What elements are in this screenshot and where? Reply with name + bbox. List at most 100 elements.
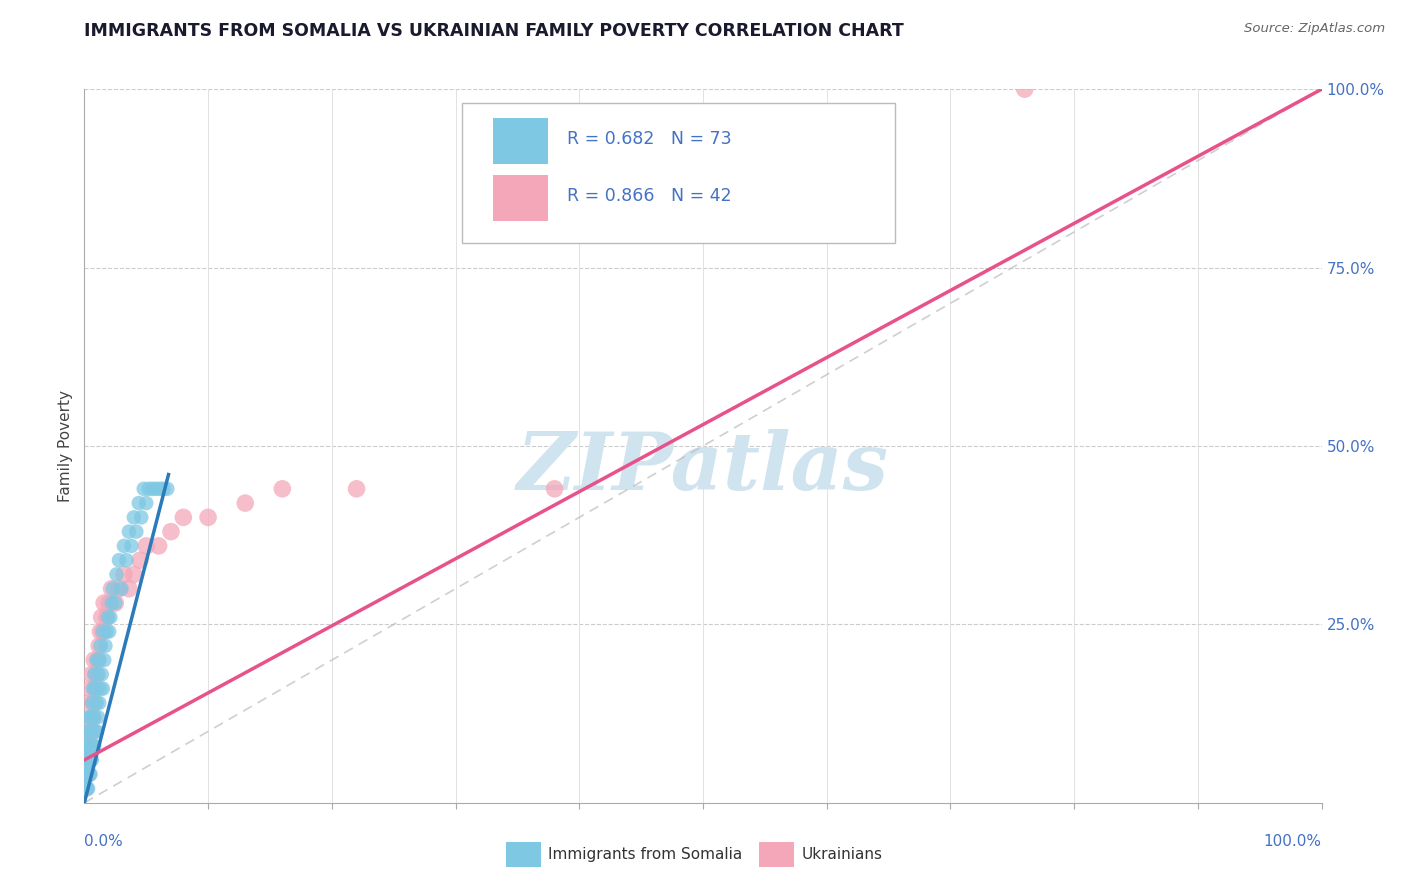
- Point: [76, 767, 98, 781]
- Point: [75, 781, 97, 796]
- Point: [82, 739, 104, 753]
- Point: [86, 667, 108, 681]
- Point: [122, 510, 145, 524]
- Point: [89, 696, 111, 710]
- Text: ZIPatlas: ZIPatlas: [517, 429, 889, 506]
- Point: [97, 610, 120, 624]
- Point: [1014, 82, 1036, 96]
- Point: [76, 739, 98, 753]
- Point: [132, 482, 155, 496]
- Point: [141, 482, 163, 496]
- Point: [76, 739, 98, 753]
- Point: [129, 553, 152, 567]
- Point: [77, 767, 100, 781]
- Point: [75, 753, 97, 767]
- FancyBboxPatch shape: [461, 103, 894, 243]
- Point: [125, 524, 148, 539]
- Bar: [492, 118, 548, 164]
- Point: [93, 653, 115, 667]
- Point: [100, 596, 122, 610]
- Point: [87, 710, 110, 724]
- Point: [145, 482, 167, 496]
- Point: [75, 753, 97, 767]
- Point: [79, 739, 101, 753]
- Point: [79, 681, 101, 696]
- Point: [543, 482, 565, 496]
- Point: [86, 653, 108, 667]
- Point: [91, 681, 114, 696]
- Point: [86, 696, 108, 710]
- Point: [79, 739, 101, 753]
- Point: [108, 553, 131, 567]
- Point: [86, 724, 108, 739]
- Point: [91, 624, 114, 639]
- Point: [135, 539, 157, 553]
- Point: [76, 724, 98, 739]
- Point: [89, 639, 111, 653]
- Point: [122, 567, 145, 582]
- Point: [89, 681, 111, 696]
- Point: [83, 710, 105, 724]
- Point: [148, 539, 170, 553]
- Point: [172, 510, 194, 524]
- Text: R = 0.682   N = 73: R = 0.682 N = 73: [567, 130, 731, 148]
- Point: [120, 539, 142, 553]
- Point: [79, 739, 101, 753]
- Point: [79, 753, 101, 767]
- Point: [84, 681, 107, 696]
- Point: [98, 610, 121, 624]
- Point: [79, 753, 101, 767]
- Point: [83, 667, 105, 681]
- Point: [94, 639, 117, 653]
- Point: [79, 696, 101, 710]
- Point: [138, 482, 160, 496]
- Point: [89, 653, 111, 667]
- Point: [75, 767, 97, 781]
- Point: [76, 781, 98, 796]
- Point: [77, 753, 100, 767]
- Point: [80, 696, 103, 710]
- Point: [76, 767, 98, 781]
- Point: [135, 496, 157, 510]
- Point: [93, 596, 115, 610]
- Point: [346, 482, 368, 496]
- Point: [104, 596, 127, 610]
- Point: [108, 582, 131, 596]
- Point: [87, 667, 110, 681]
- Point: [112, 567, 135, 582]
- Point: [80, 724, 103, 739]
- Point: [129, 510, 152, 524]
- Point: [149, 482, 172, 496]
- Text: Ukrainians: Ukrainians: [801, 847, 883, 862]
- Point: [90, 610, 112, 624]
- Point: [77, 724, 100, 739]
- Point: [80, 753, 103, 767]
- Point: [118, 524, 141, 539]
- Point: [82, 681, 104, 696]
- Point: [104, 596, 127, 610]
- Point: [128, 496, 150, 510]
- Y-axis label: Family Poverty: Family Poverty: [58, 390, 73, 502]
- Point: [91, 624, 114, 639]
- Point: [79, 767, 101, 781]
- Point: [79, 710, 101, 724]
- Point: [82, 710, 104, 724]
- Point: [76, 753, 98, 767]
- Point: [77, 724, 100, 739]
- Point: [75, 781, 97, 796]
- Text: 0.0%: 0.0%: [84, 834, 124, 849]
- Point: [89, 624, 111, 639]
- Point: [83, 696, 105, 710]
- Point: [90, 667, 112, 681]
- Point: [105, 567, 128, 582]
- Point: [98, 596, 121, 610]
- Point: [96, 624, 118, 639]
- Point: [118, 582, 141, 596]
- Point: [82, 710, 104, 724]
- Point: [156, 482, 179, 496]
- Point: [115, 553, 138, 567]
- Point: [112, 539, 135, 553]
- Point: [233, 496, 256, 510]
- Point: [79, 753, 101, 767]
- Text: R = 0.866   N = 42: R = 0.866 N = 42: [567, 187, 731, 205]
